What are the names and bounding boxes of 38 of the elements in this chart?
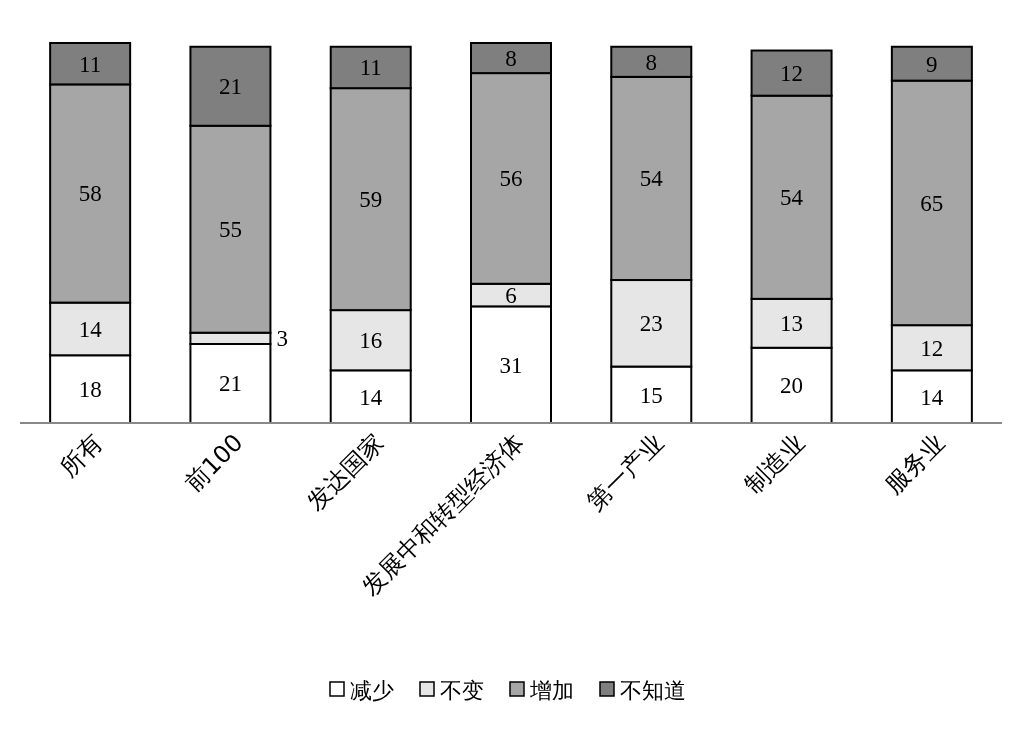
data-label: 56 xyxy=(499,166,523,192)
data-label: 11 xyxy=(359,55,382,81)
data-label: 16 xyxy=(359,328,383,354)
data-label: 14 xyxy=(359,384,383,410)
data-label: 54 xyxy=(780,185,804,211)
legend-label: 减少 xyxy=(350,678,394,703)
data-label: 54 xyxy=(639,166,664,192)
data-label: 20 xyxy=(780,373,804,399)
data-label: 18 xyxy=(78,377,102,403)
legend-label: 不变 xyxy=(440,678,484,703)
data-label: 31 xyxy=(499,352,523,378)
data-label: 12 xyxy=(780,61,804,87)
x-tick-label: 发达国家 xyxy=(301,428,389,517)
data-label: 9 xyxy=(926,51,938,77)
data-label: 65 xyxy=(920,190,944,216)
data-label: 14 xyxy=(78,316,103,342)
x-tick-label: 第一产业 xyxy=(581,428,670,517)
data-label: 11 xyxy=(79,51,102,77)
data-label: 58 xyxy=(78,181,102,207)
data-label: 14 xyxy=(920,384,944,410)
data-label: 3 xyxy=(276,326,288,352)
x-tick-label: 服务业 xyxy=(879,428,951,500)
legend-label: 增加 xyxy=(529,678,574,703)
data-label: 23 xyxy=(639,311,663,337)
data-label: 13 xyxy=(780,311,804,337)
data-label: 8 xyxy=(645,49,658,75)
data-label: 8 xyxy=(505,46,517,72)
data-label: 21 xyxy=(218,371,242,397)
data-label: 55 xyxy=(218,217,242,243)
data-label: 12 xyxy=(920,335,944,361)
data-label: 21 xyxy=(218,74,242,100)
legend-label: 不知道 xyxy=(620,678,686,703)
data-label: 59 xyxy=(359,187,383,213)
data-label: 6 xyxy=(505,283,517,309)
x-tick-label: 所有 xyxy=(54,428,109,483)
x-tick-label: 制造业 xyxy=(739,428,810,500)
x-tick-label: 前100 xyxy=(179,428,249,498)
data-label: 15 xyxy=(639,382,663,408)
